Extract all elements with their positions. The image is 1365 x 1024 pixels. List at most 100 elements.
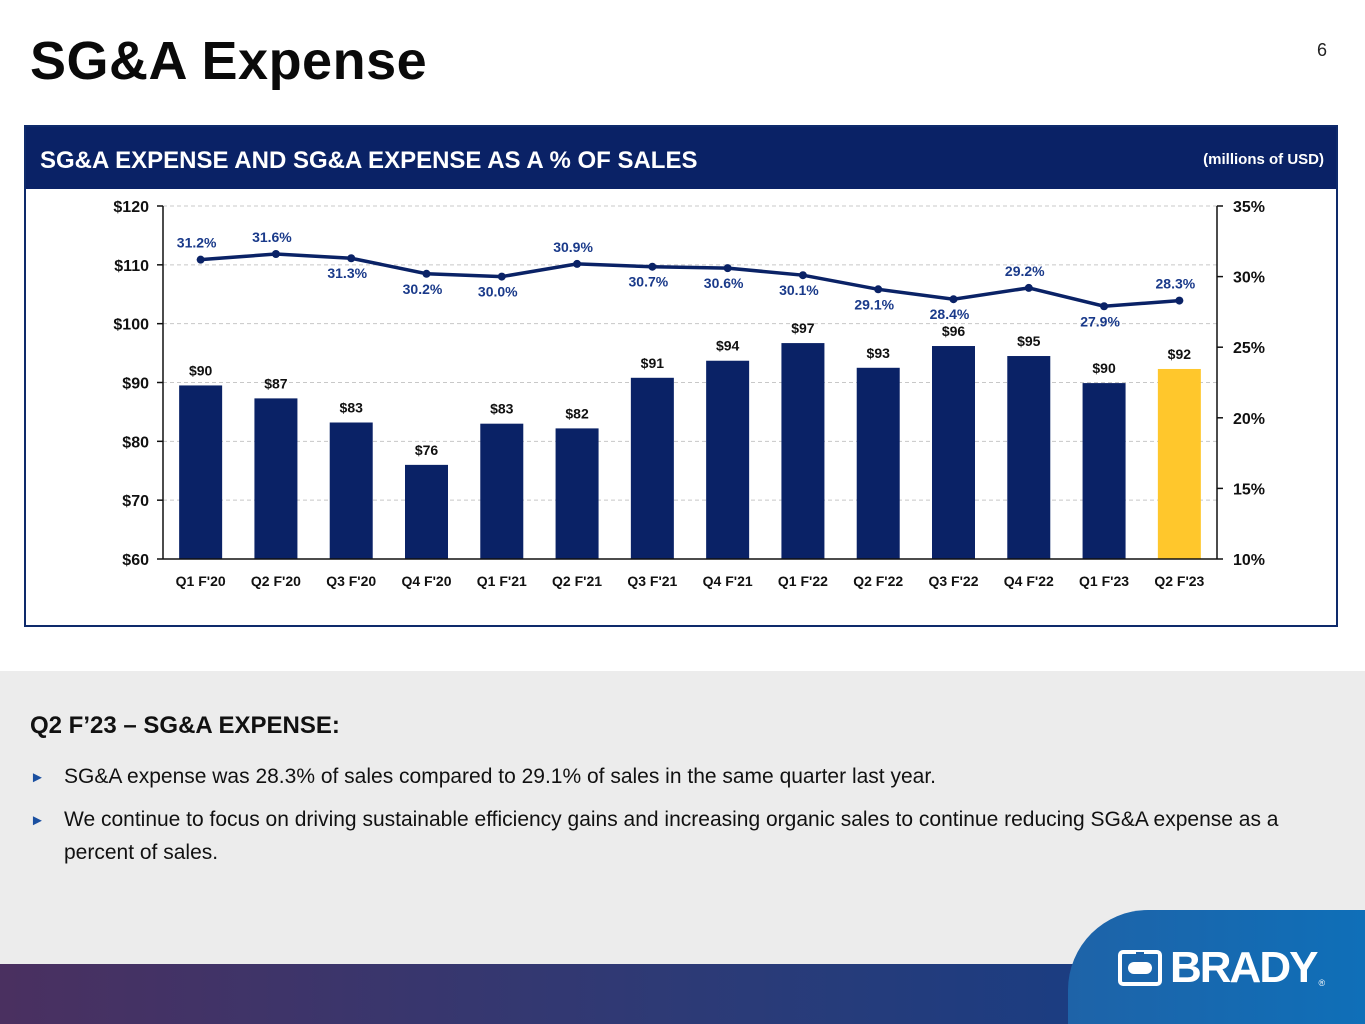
pct-label: 29.2%	[1005, 263, 1045, 279]
sga-chart: $60 $70 $80 $90 $100 $110 $120 10% 15% 20% 25% 30% 3…	[113, 199, 1265, 589]
bar-label: $93	[867, 345, 891, 361]
pct-label: 30.2%	[403, 281, 443, 297]
pct-point	[1175, 296, 1184, 305]
brady-mark-icon	[1118, 950, 1162, 986]
bar	[329, 422, 373, 559]
y-left-tick-label: $70	[122, 493, 149, 510]
bar	[405, 464, 448, 559]
x-tick-label: Q2 F'21	[552, 573, 602, 589]
pct-label: 27.9%	[1080, 313, 1120, 329]
pct-label: 28.3%	[1156, 276, 1196, 292]
y-right-tick-label: 15%	[1233, 481, 1265, 498]
chart-title: SG&A EXPENSE AND SG&A EXPENSE AS A % OF …	[40, 147, 698, 174]
pct-label: 30.9%	[553, 239, 593, 255]
bar	[480, 423, 524, 559]
x-tick-label: Q1 F'23	[1079, 573, 1129, 589]
pct-line	[200, 252, 1180, 309]
x-tick-label: Q2 F'20	[251, 573, 301, 589]
commentary-bullet: ► SG&A expense was 28.3% of sales compar…	[30, 760, 1340, 794]
pct-point	[1024, 283, 1033, 292]
bar-label: $87	[264, 375, 288, 391]
bullet-text: We continue to focus on driving sustaina…	[64, 808, 1279, 864]
bar	[706, 360, 750, 559]
pct-point	[648, 262, 657, 271]
y-right-tick-label: 10%	[1233, 552, 1265, 569]
page-title: SG&A Expense	[30, 31, 428, 91]
right-triangle-icon: ►	[30, 769, 45, 786]
bar-label: $91	[641, 355, 665, 371]
bar	[856, 367, 900, 559]
commentary-bullet: ► We continue to focus on driving sustai…	[30, 803, 1340, 869]
pct-point	[347, 254, 356, 263]
x-tick-label: Q3 F'22	[928, 573, 978, 589]
y-left-tick-label: $100	[113, 317, 149, 334]
y-left-tick-label: $120	[113, 199, 149, 216]
x-tick-label: Q1 F'20	[176, 573, 226, 589]
y-left-tick-label: $80	[122, 434, 149, 451]
y-right-tick-label: 25%	[1233, 340, 1265, 357]
pct-point	[573, 259, 582, 268]
bar-label: $96	[942, 323, 966, 339]
bullet-text: SG&A expense was 28.3% of sales compared…	[64, 765, 936, 788]
pct-label: 31.6%	[252, 229, 292, 245]
pct-point	[1100, 302, 1109, 311]
pct-label: 30.1%	[779, 282, 819, 298]
bar-label: $83	[490, 401, 514, 417]
chart-header: SG&A EXPENSE AND SG&A EXPENSE AS A % OF …	[26, 127, 1336, 189]
x-tick-label: Q3 F'21	[627, 573, 677, 589]
y-left-tick-label: $90	[122, 376, 149, 393]
pct-label: 29.1%	[854, 296, 894, 312]
y-right-tick-label: 20%	[1233, 411, 1265, 428]
x-tick-label: Q4 F'20	[401, 573, 451, 589]
brand-name: BRADY	[1170, 943, 1318, 992]
bar-label: $95	[1017, 333, 1041, 349]
y-right-tick-label: 30%	[1233, 270, 1265, 287]
registered-mark: ®	[1318, 978, 1326, 988]
logo-tab	[1068, 910, 1365, 1024]
x-tick-label: Q2 F'23	[1154, 573, 1204, 589]
y-right-tick-label: 35%	[1233, 199, 1265, 216]
pct-label: 30.0%	[478, 284, 518, 300]
bar-label: $97	[791, 320, 815, 336]
page-number: 6	[1316, 40, 1327, 60]
bar	[1007, 356, 1051, 559]
bar	[630, 377, 674, 559]
pct-point	[497, 272, 506, 281]
bar-label: $90	[1092, 360, 1116, 376]
commentary-heading: Q2 F’23 – SG&A EXPENSE:	[30, 712, 340, 739]
pct-point	[798, 271, 807, 280]
pct-point	[949, 295, 958, 304]
x-tick-label: Q4 F'21	[703, 573, 753, 589]
chart-units: (millions of USD)	[1203, 151, 1324, 168]
bar-label: $83	[340, 400, 364, 416]
pct-label: 28.4%	[930, 306, 970, 322]
brady-logo: BRADY ®	[1118, 946, 1325, 990]
bar	[781, 343, 825, 559]
pct-label: 31.2%	[177, 235, 217, 251]
bar	[254, 398, 298, 559]
bar-label: $76	[415, 442, 439, 458]
right-triangle-icon: ►	[30, 812, 45, 829]
pct-label: 30.7%	[629, 274, 669, 290]
bar-label: $94	[716, 338, 740, 354]
x-tick-label: Q1 F'22	[778, 573, 828, 589]
bar-label: $90	[189, 362, 213, 378]
bar	[179, 385, 223, 559]
x-tick-label: Q1 F'21	[477, 573, 527, 589]
pct-point	[723, 264, 732, 273]
y-left-tick-label: $110	[114, 258, 149, 275]
x-tick-label: Q4 F'22	[1004, 573, 1054, 589]
pct-label: 30.6%	[704, 275, 744, 291]
pct-point	[271, 250, 280, 259]
x-tick-label: Q2 F'22	[853, 573, 903, 589]
y-left-tick-label: $60	[122, 552, 149, 569]
pct-point	[874, 285, 883, 294]
pct-point	[422, 269, 431, 278]
pct-point	[196, 255, 205, 264]
bar	[932, 346, 975, 559]
bar-label: $92	[1168, 346, 1192, 362]
x-tick-label: Q3 F'20	[326, 573, 376, 589]
bar	[555, 428, 599, 559]
chart-panel: SG&A EXPENSE AND SG&A EXPENSE AS A % OF …	[24, 125, 1338, 627]
bar	[1157, 368, 1201, 559]
